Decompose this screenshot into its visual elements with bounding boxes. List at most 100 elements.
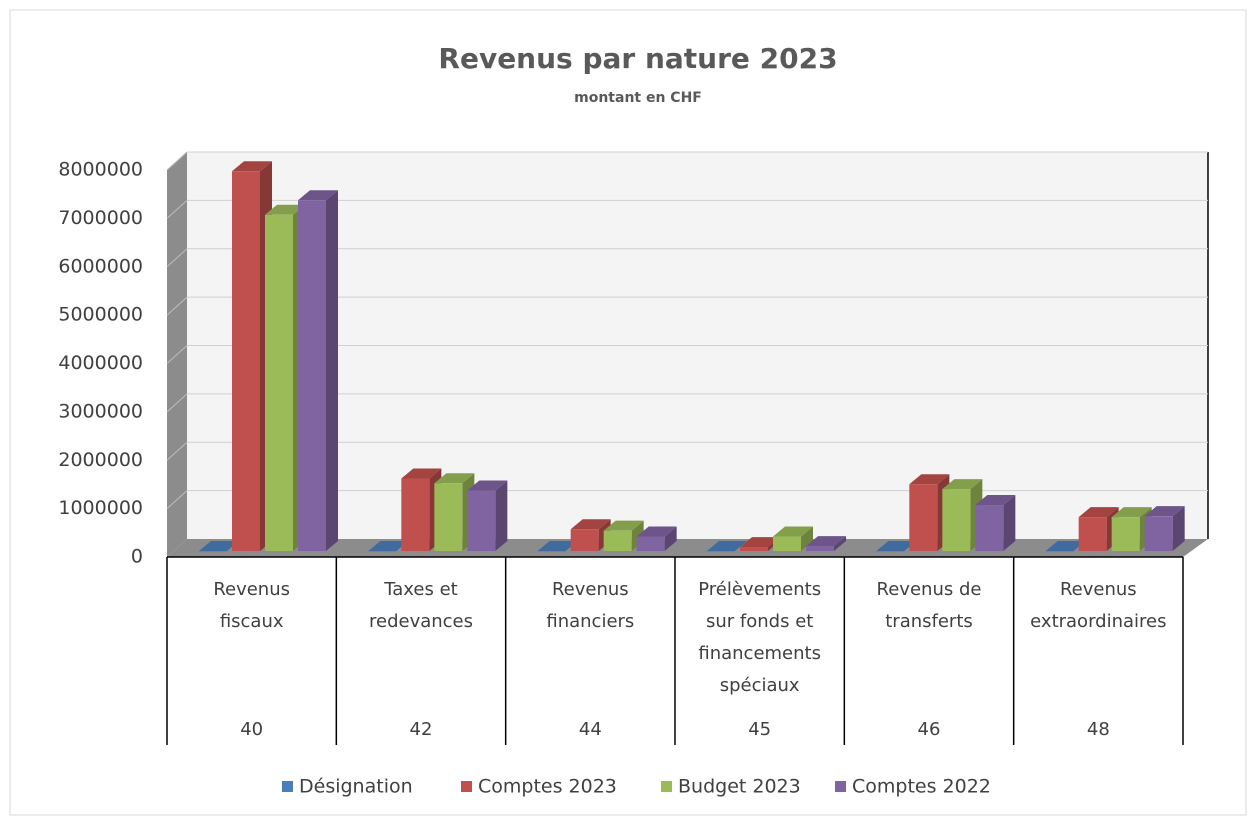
bar-side (834, 536, 846, 551)
x-tick-label: Revenus (1060, 579, 1137, 600)
bar-top (707, 541, 747, 551)
grid-line (166, 345, 188, 364)
y-tick-label: 5000000 (58, 304, 143, 326)
bar-top (909, 474, 950, 485)
x-tick-label: spéciaux (720, 675, 800, 696)
y-tick-label: 7000000 (58, 207, 143, 229)
bar (603, 520, 644, 551)
legend-swatch (661, 781, 672, 792)
bar-top (434, 473, 475, 484)
y-tick-label: 1000000 (58, 497, 143, 519)
legend-swatch (282, 781, 293, 792)
bar-top (199, 541, 239, 551)
y-tick-label: 0 (131, 546, 143, 568)
y-tick-label: 4000000 (58, 352, 143, 374)
bar-top (876, 541, 917, 551)
legend-label: Comptes 2023 (478, 776, 617, 798)
x-tick-label: redevances (369, 611, 473, 632)
chart-title: Revenus par nature 2023 (438, 42, 837, 75)
bar-top (570, 519, 611, 530)
bar-side (1172, 506, 1185, 551)
bar-front (636, 536, 665, 551)
bar-top (537, 541, 578, 551)
bar (199, 541, 239, 552)
bar-front (975, 505, 1004, 551)
grid-line (166, 490, 188, 509)
x-tick-label: Taxes et (383, 579, 457, 600)
category-code: 40 (240, 719, 263, 740)
grid-line (166, 441, 188, 461)
bar-top (401, 468, 442, 479)
legend-swatch (461, 781, 472, 792)
bar-front (199, 551, 227, 552)
x-tick-label: financiers (546, 611, 634, 632)
x-tick-label: financements (698, 643, 821, 664)
bar-top (740, 537, 780, 548)
bar-top (265, 204, 305, 215)
bar-front (1111, 517, 1140, 551)
bar (773, 526, 813, 551)
x-tick-label: Revenus (213, 579, 290, 600)
bar-front (434, 483, 463, 551)
bar-side (326, 190, 338, 551)
bar-front (806, 546, 834, 551)
grid-line (166, 151, 188, 171)
chart-subtitle: montant en CHF (574, 90, 702, 106)
bar-front (570, 529, 599, 551)
bar-top (368, 541, 409, 551)
legend-label: Comptes 2022 (852, 776, 991, 798)
bar-front (298, 200, 326, 551)
bar-front (773, 536, 801, 551)
bar-front (467, 490, 496, 551)
bar-side (664, 526, 677, 551)
bar-front (942, 489, 971, 551)
bar-front (876, 551, 905, 552)
grid-line (166, 248, 188, 268)
y-tick-label: 8000000 (58, 159, 143, 181)
bar-top (1078, 507, 1119, 518)
bar-front (909, 484, 938, 551)
x-tick-label: Prélèvements (698, 579, 821, 600)
bar (876, 541, 917, 552)
y-tick-label: 3000000 (58, 400, 143, 422)
bar-front (232, 171, 260, 551)
y-tick-label: 2000000 (58, 449, 143, 471)
grid-line (166, 200, 188, 219)
category-code: 44 (579, 719, 602, 740)
bar (537, 541, 578, 552)
bar-top (636, 526, 677, 537)
category-code: 42 (410, 719, 433, 740)
bar (467, 480, 508, 551)
bar (636, 526, 677, 551)
legend-label: Désignation (299, 776, 413, 798)
legend-label: Budget 2023 (678, 776, 801, 798)
bar-side (495, 480, 508, 551)
bar-top (467, 480, 508, 491)
bar-top (1144, 506, 1185, 517)
bar-top (1111, 507, 1152, 518)
bar (298, 190, 338, 551)
bar (975, 495, 1016, 551)
bar (707, 541, 747, 552)
bar-front (401, 478, 430, 551)
bar (806, 536, 846, 551)
bar-top (942, 479, 983, 490)
bar-front (603, 530, 632, 551)
y-tick-label: 6000000 (58, 255, 143, 277)
category-code: 45 (748, 719, 771, 740)
bar-top (975, 495, 1016, 506)
bar-front (265, 214, 293, 551)
grid-line (166, 393, 188, 413)
bar-front (1045, 551, 1074, 552)
bar-top (603, 520, 644, 531)
x-tick-label: Revenus (552, 579, 629, 600)
bar-side (1003, 495, 1016, 551)
bar (368, 541, 409, 552)
bar (1045, 541, 1086, 552)
category-code: 46 (918, 719, 941, 740)
bar-top (1045, 541, 1086, 551)
grid-line (166, 296, 188, 316)
bar-front (707, 551, 735, 552)
bar (1144, 506, 1185, 551)
